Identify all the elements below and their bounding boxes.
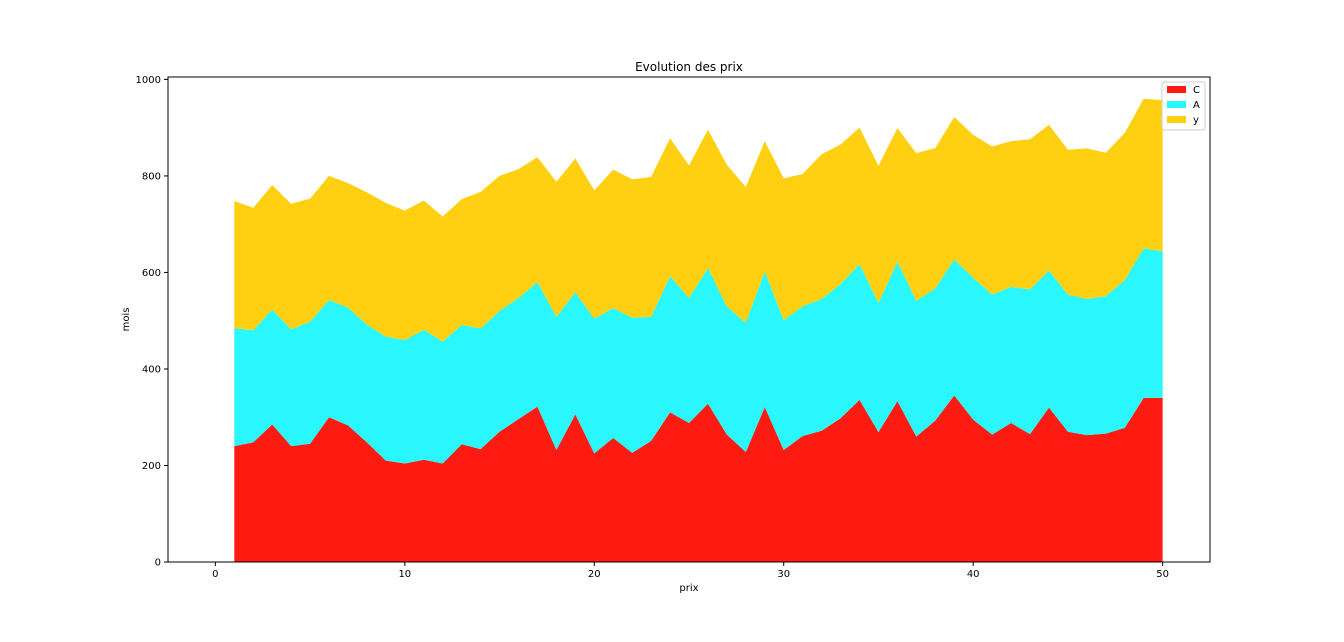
legend-label-C: C: [1193, 85, 1200, 96]
area-series-y: [234, 98, 1163, 342]
y-axis-label: mois: [121, 308, 132, 332]
plot-frame: [167, 76, 1211, 563]
x-tick-label: 30: [777, 569, 790, 580]
x-axis-label: prix: [679, 583, 698, 594]
y-tick-label: 200: [142, 461, 161, 472]
x-tick-label: 20: [588, 569, 601, 580]
x-tick-label: 40: [967, 569, 980, 580]
x-tick-label: 10: [398, 569, 411, 580]
legend-swatch-y: [1167, 116, 1186, 123]
x-tick-label: 0: [212, 569, 218, 580]
area-series-group: [234, 98, 1163, 562]
x-tick-label: 50: [1156, 569, 1169, 580]
y-tick-label: 400: [142, 364, 161, 375]
legend-swatch-A: [1167, 101, 1186, 108]
y-axis: 0 200 400 600 800 1000: [136, 75, 168, 569]
legend-swatch-C: [1167, 86, 1186, 93]
chart-title: Evolution des prix: [635, 60, 743, 74]
y-tick-label: 600: [142, 268, 161, 279]
area-series-A: [234, 248, 1163, 464]
y-tick-label: 0: [155, 558, 161, 569]
y-tick-label: 800: [142, 171, 161, 182]
y-tick-label: 1000: [136, 75, 161, 86]
legend-label-y: y: [1193, 115, 1199, 126]
x-axis: 0 10 20 30 40 50: [212, 562, 1169, 580]
legend: CAy: [1161, 81, 1206, 131]
area-series-C: [234, 395, 1163, 562]
legend-label-A: A: [1193, 100, 1200, 111]
